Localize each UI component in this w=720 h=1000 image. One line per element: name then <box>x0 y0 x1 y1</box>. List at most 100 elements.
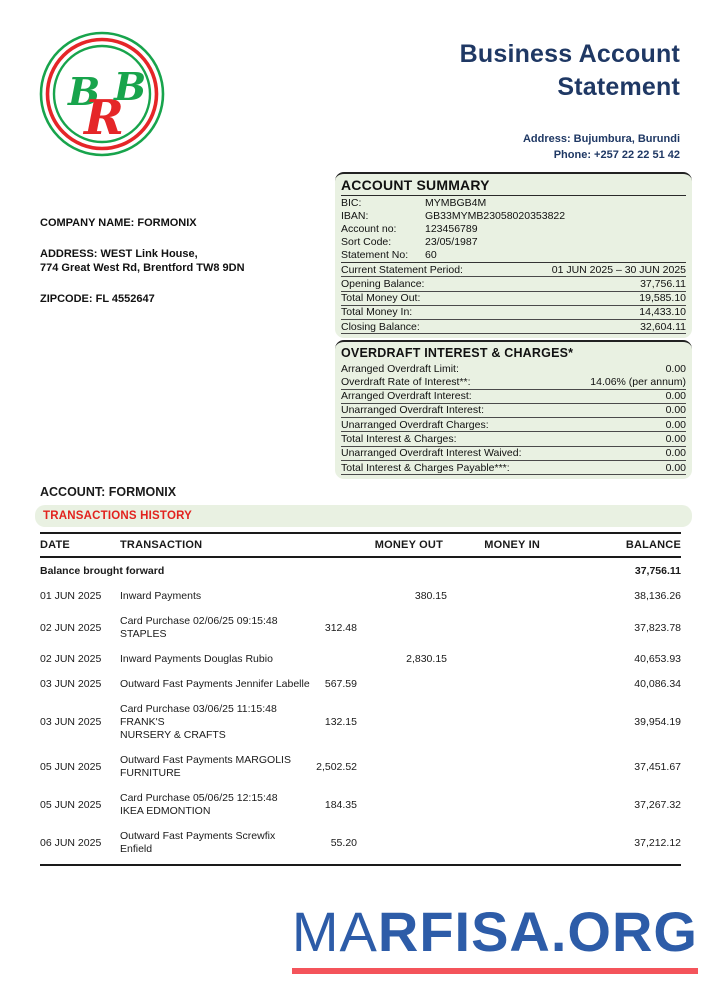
transaction-line1: Outward Fast Payments MARGOLIS <box>120 754 291 766</box>
footer-brand: MARFISA.ORG <box>291 900 698 974</box>
table-bottom-rule <box>40 864 681 866</box>
summary-balance-value: 14,433.10 <box>639 306 686 319</box>
transaction-line1: Card Purchase 03/06/25 11:15:48 FRANK'S <box>120 703 277 728</box>
table-row: 05 JUN 2025 Card Purchase 05/06/25 12:15… <box>40 786 681 824</box>
overdraft-row: Unarranged Overdraft Interest Waived: 0.… <box>341 447 686 462</box>
table-row: 03 JUN 2025 Outward Fast Payments Jennif… <box>40 672 681 697</box>
bbf-label: Balance brought forward <box>40 565 165 577</box>
summary-balance-label: Current Statement Period: <box>341 263 463 276</box>
transactions-table: DATE TRANSACTION MONEY OUT MONEY IN BALA… <box>40 532 681 866</box>
bank-contact: Address: Bujumbura, Burundi Phone: +257 … <box>340 131 680 163</box>
table-row: 03 JUN 2025 Card Purchase 03/06/25 11:15… <box>40 697 681 748</box>
cell-money-out: 132.15 <box>324 716 357 728</box>
summary-info-value: 123456789 <box>425 223 478 235</box>
summary-balance-row: Total Money In: 14,433.10 <box>341 306 686 321</box>
summary-info-row: Account no: 123456789 <box>341 223 686 236</box>
summary-balance-value: 01 JUN 2025 – 30 JUN 2025 <box>551 263 686 276</box>
table-row: 05 JUN 2025 Outward Fast Payments MARGOL… <box>40 748 681 786</box>
overdraft-label: Unarranged Overdraft Interest: <box>341 404 484 417</box>
overdraft-box: OVERDRAFT INTEREST & CHARGES* Arranged O… <box>335 340 692 480</box>
overdraft-row: Overdraft Rate of Interest**: 14.06% (pe… <box>341 375 686 390</box>
cell-balance: 37,823.78 <box>634 621 681 634</box>
cell-balance: 37,267.32 <box>634 798 681 811</box>
cell-balance: 39,954.19 <box>634 716 681 728</box>
summary-info-value: 60 <box>425 249 437 261</box>
overdraft-row: Unarranged Overdraft Charges: 0.00 <box>341 418 686 433</box>
overdraft-label: Total Interest & Charges Payable***: <box>341 461 510 474</box>
overdraft-value: 14.06% (per annum) <box>590 375 686 388</box>
company-address-line2: 774 Great West Rd, Brentford TW8 9DN <box>40 262 245 274</box>
summary-info-row: Sort Code: 23/05/1987 <box>341 236 686 249</box>
statement-title-line2: Statement <box>557 73 680 101</box>
cell-money-out: 2,502.52 <box>316 760 357 773</box>
overdraft-rows: Arranged Overdraft Limit: 0.00 Overdraft… <box>341 362 686 476</box>
summary-info-label: IBAN: <box>341 210 369 222</box>
cell-money-in: 380.15 <box>414 590 447 602</box>
transaction-rows: 01 JUN 2025 Inward Payments 380.15 38,13… <box>40 584 681 862</box>
overdraft-row: Arranged Overdraft Interest: 0.00 <box>341 390 686 404</box>
table-header: DATE TRANSACTION MONEY OUT MONEY IN BALA… <box>40 532 681 558</box>
bank-phone: Phone: +257 22 22 51 42 <box>553 149 680 161</box>
overdraft-value: 0.00 <box>665 362 686 375</box>
summary-balance-label: Closing Balance: <box>341 320 420 333</box>
cell-transaction: Card Purchase 03/06/25 11:15:48 FRANK'S … <box>120 703 310 742</box>
transaction-line1: Outward Fast Payments Jennifer Labelle <box>120 678 310 690</box>
summary-info-row: BIC: MYMBGB4M <box>341 197 686 210</box>
account-summary-balances: Current Statement Period: 01 JUN 2025 – … <box>341 262 686 335</box>
summary-balance-row: Closing Balance: 32,604.11 <box>341 320 686 335</box>
summary-info-row: IBAN: GB33MYMB23058020353822 <box>341 210 686 223</box>
summary-balance-label: Total Money In: <box>341 306 413 319</box>
bank-logo: B R B <box>36 28 168 160</box>
summary-balance-value: 32,604.11 <box>640 320 686 333</box>
summary-info-label: Statement No: <box>341 249 409 261</box>
summary-info-value: MYMBGB4M <box>425 197 487 209</box>
cell-transaction: Inward Payments Douglas Rubio <box>120 653 310 666</box>
logo-letter-b-left: B <box>67 69 100 114</box>
brand-bold-part: RFISA.ORG <box>377 900 698 963</box>
summary-info-label: Account no: <box>341 223 397 235</box>
cell-transaction: Inward Payments <box>120 590 310 603</box>
header-balance: BALANCE <box>625 539 681 551</box>
overdraft-value: 0.00 <box>665 432 686 445</box>
logo-letter-r: R <box>82 90 124 146</box>
account-summary-box: ACCOUNT SUMMARY BIC: MYMBGB4M IBAN: GB33… <box>335 172 692 339</box>
cell-date: 01 JUN 2025 <box>40 590 102 602</box>
overdraft-value: 0.00 <box>665 447 686 460</box>
summary-info-label: Sort Code: <box>341 236 392 248</box>
header-transaction: TRANSACTION <box>120 539 203 551</box>
overdraft-row: Total Interest & Charges: 0.00 <box>341 432 686 447</box>
summary-info-value: GB33MYMB23058020353822 <box>425 210 566 222</box>
overdraft-value: 0.00 <box>665 461 686 474</box>
transaction-line1: Inward Payments <box>120 590 202 602</box>
cell-balance: 38,136.26 <box>634 590 681 602</box>
cell-balance: 40,653.93 <box>634 653 681 665</box>
table-row: 01 JUN 2025 Inward Payments 380.15 38,13… <box>40 584 681 609</box>
cell-date: 03 JUN 2025 <box>40 678 102 690</box>
table-row: 02 JUN 2025 Inward Payments Douglas Rubi… <box>40 647 681 672</box>
transactions-history-heading: TRANSACTIONS HISTORY <box>43 510 193 522</box>
company-address-line1: ADDRESS: WEST Link House, <box>40 248 198 260</box>
overdraft-label: Total Interest & Charges: <box>341 432 457 445</box>
company-info: COMPANY NAME: FORMONIX ADDRESS: WEST Lin… <box>40 216 320 306</box>
statement-title: Business Account Statement <box>260 38 680 104</box>
bank-address: Address: Bujumbura, Burundi <box>522 133 680 145</box>
summary-info-row: Statement No: 60 <box>341 249 686 262</box>
transaction-line1: Outward Fast Payments Screwfix Enfield <box>120 830 276 855</box>
cell-date: 02 JUN 2025 <box>40 653 102 665</box>
overdraft-value: 0.00 <box>665 390 686 403</box>
summary-info-label: BIC: <box>341 197 362 209</box>
cell-transaction: Outward Fast Payments Screwfix Enfield <box>120 830 310 856</box>
summary-balance-row: Total Money Out: 19,585.10 <box>341 292 686 306</box>
cell-date: 06 JUN 2025 <box>40 836 102 849</box>
overdraft-label: Overdraft Rate of Interest**: <box>341 375 471 388</box>
transaction-line1: Card Purchase 02/06/25 09:15:48 <box>120 615 278 627</box>
account-summary-title: ACCOUNT SUMMARY <box>341 176 686 196</box>
header-date: DATE <box>40 539 70 551</box>
bbf-balance: 37,756.11 <box>634 565 681 577</box>
transaction-line2: FURNITURE <box>120 767 181 779</box>
cell-transaction: Outward Fast Payments Jennifer Labelle <box>120 678 310 691</box>
summary-balance-value: 19,585.10 <box>639 292 686 305</box>
overdraft-label: Arranged Overdraft Interest: <box>341 390 472 403</box>
cell-transaction: Card Purchase 02/06/25 09:15:48 STAPLES <box>120 615 310 641</box>
